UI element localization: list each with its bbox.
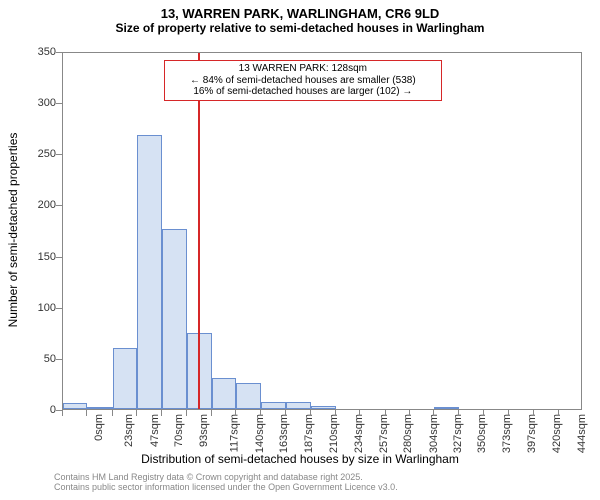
- x-tick-mark: [161, 410, 162, 416]
- histogram-bar: [162, 229, 187, 409]
- reference-line: [198, 53, 200, 409]
- histogram-bar: [311, 406, 335, 409]
- x-tick-label: 350sqm: [477, 414, 489, 453]
- x-tick-mark: [385, 410, 386, 416]
- histogram-bar: [63, 403, 87, 409]
- histogram-bar: [261, 402, 285, 409]
- x-tick-label: 70sqm: [173, 414, 185, 447]
- x-tick-label: 163sqm: [278, 414, 290, 453]
- x-tick-label: 47sqm: [149, 414, 161, 447]
- annotation-line: 16% of semi-detached houses are larger (…: [169, 86, 437, 98]
- x-tick-mark: [508, 410, 509, 416]
- chart-title-main: 13, WARREN PARK, WARLINGHAM, CR6 9LD: [0, 0, 600, 21]
- x-tick-label: 234sqm: [353, 414, 365, 453]
- y-tick-label: 300: [6, 97, 56, 109]
- x-tick-label: 444sqm: [576, 414, 588, 453]
- footer-line: Contains public sector information licen…: [54, 482, 398, 492]
- y-tick-label: 200: [6, 199, 56, 211]
- x-tick-mark: [211, 410, 212, 416]
- x-tick-mark: [260, 410, 261, 416]
- y-tick-mark: [56, 359, 62, 360]
- histogram-bar: [113, 348, 137, 409]
- x-tick-label: 397sqm: [526, 414, 538, 453]
- x-tick-label: 187sqm: [304, 414, 316, 453]
- x-tick-label: 280sqm: [402, 414, 414, 453]
- x-tick-mark: [335, 410, 336, 416]
- x-tick-mark: [533, 410, 534, 416]
- y-tick-label: 0: [6, 404, 56, 416]
- histogram-bar: [87, 407, 112, 409]
- x-tick-mark: [86, 410, 87, 416]
- histogram-bar: [434, 407, 458, 409]
- x-tick-label: 257sqm: [378, 414, 390, 453]
- x-tick-mark: [112, 410, 113, 416]
- x-axis-label: Distribution of semi-detached houses by …: [0, 452, 600, 466]
- y-tick-mark: [56, 154, 62, 155]
- y-tick-label: 50: [6, 353, 56, 365]
- footer-line: Contains HM Land Registry data © Crown c…: [54, 472, 398, 482]
- x-tick-mark: [433, 410, 434, 416]
- x-tick-mark: [409, 410, 410, 416]
- x-tick-label: 304sqm: [428, 414, 440, 453]
- y-tick-label: 350: [6, 46, 56, 58]
- histogram-bar: [137, 135, 161, 409]
- histogram-bar: [212, 378, 236, 409]
- x-tick-label: 210sqm: [328, 414, 340, 453]
- y-tick-label: 100: [6, 302, 56, 314]
- annotation-line: 13 WARREN PARK: 128sqm: [169, 63, 437, 75]
- plot-area: 13 WARREN PARK: 128sqm← 84% of semi-deta…: [62, 52, 582, 410]
- y-axis-label: Number of semi-detached properties: [6, 133, 20, 328]
- x-tick-mark: [483, 410, 484, 416]
- x-tick-label: 0sqm: [93, 414, 105, 441]
- y-tick-mark: [56, 205, 62, 206]
- x-tick-label: 93sqm: [198, 414, 210, 447]
- x-tick-mark: [136, 410, 137, 416]
- x-tick-mark: [458, 410, 459, 416]
- x-tick-mark: [558, 410, 559, 416]
- y-tick-mark: [56, 52, 62, 53]
- x-tick-mark: [62, 410, 63, 416]
- x-tick-mark: [359, 410, 360, 416]
- y-tick-mark: [56, 257, 62, 258]
- x-tick-mark: [285, 410, 286, 416]
- attribution-footer: Contains HM Land Registry data © Crown c…: [54, 472, 398, 493]
- y-tick-label: 250: [6, 148, 56, 160]
- y-tick-mark: [56, 308, 62, 309]
- chart-container: 13, WARREN PARK, WARLINGHAM, CR6 9LD Siz…: [0, 0, 600, 500]
- y-tick-mark: [56, 103, 62, 104]
- x-tick-label: 23sqm: [123, 414, 135, 447]
- x-tick-mark: [310, 410, 311, 416]
- x-tick-label: 373sqm: [501, 414, 513, 453]
- x-tick-mark: [235, 410, 236, 416]
- x-tick-mark: [186, 410, 187, 416]
- x-tick-label: 140sqm: [254, 414, 266, 453]
- x-tick-label: 420sqm: [551, 414, 563, 453]
- histogram-bar: [236, 383, 261, 409]
- y-tick-label: 150: [6, 251, 56, 263]
- chart-title-sub: Size of property relative to semi-detach…: [0, 21, 600, 35]
- x-tick-label: 117sqm: [228, 414, 240, 452]
- annotation-box: 13 WARREN PARK: 128sqm← 84% of semi-deta…: [164, 60, 442, 101]
- histogram-bar: [286, 402, 311, 409]
- annotation-line: ← 84% of semi-detached houses are smalle…: [169, 75, 437, 87]
- x-tick-label: 327sqm: [452, 414, 464, 453]
